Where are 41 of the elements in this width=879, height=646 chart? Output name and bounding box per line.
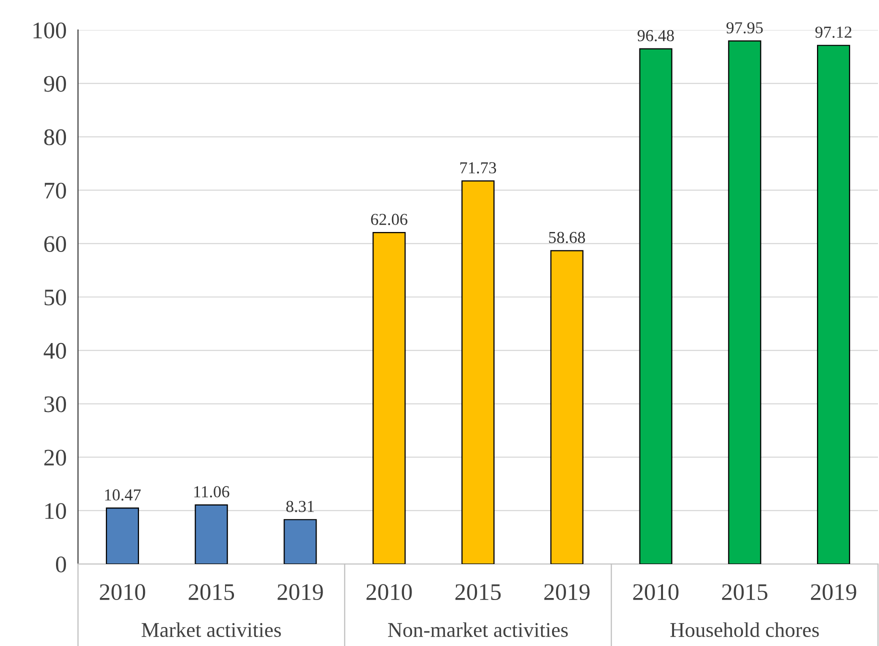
y-tick-label: 80 <box>44 129 66 146</box>
x-tick-label: 2015 <box>722 584 768 600</box>
x-tick-label: 2019 <box>278 584 323 600</box>
data-label: 10.47 <box>105 489 141 501</box>
y-tick-label: 90 <box>44 76 66 92</box>
x-tick-label: 2010 <box>633 584 678 600</box>
data-label: 97.12 <box>815 26 852 38</box>
data-label: 11.06 <box>194 486 230 498</box>
bar <box>728 40 762 564</box>
x-tick-label: 2015 <box>188 584 234 600</box>
x-tick-label: 2015 <box>455 584 501 600</box>
bar <box>372 232 406 564</box>
text: Household chores <box>670 622 819 638</box>
y-tick-label: 70 <box>44 182 66 199</box>
y-tick-label: 100 <box>34 22 66 38</box>
data-label: 8.31 <box>286 500 314 512</box>
bar <box>817 44 850 564</box>
y-tick-label: 0 <box>56 556 66 572</box>
bar <box>194 504 228 564</box>
x-tick-label: 2019 <box>810 584 856 600</box>
data-label: 96.48 <box>638 30 674 42</box>
bar <box>461 180 495 564</box>
data-label: 97.95 <box>726 22 763 34</box>
y-tick-label: 20 <box>44 450 66 466</box>
bar <box>639 48 672 564</box>
y-tick-label: 30 <box>44 396 66 412</box>
x-tick-label: 2019 <box>544 584 590 600</box>
bar <box>106 508 139 564</box>
bar <box>550 250 584 564</box>
x-tick-label: 2010 <box>366 584 412 600</box>
data-label: 58.68 <box>549 232 586 244</box>
y-tick-label: 50 <box>44 289 66 306</box>
text: Non-market activities <box>388 622 568 638</box>
text: Market activities <box>142 622 281 638</box>
data-label: 62.06 <box>371 214 408 226</box>
bar <box>284 519 317 564</box>
y-tick-label: 40 <box>44 342 66 359</box>
y-tick-label: 10 <box>45 503 66 520</box>
x-tick-label: 2010 <box>100 584 146 600</box>
y-tick-label: 60 <box>44 236 66 252</box>
data-label: 71.73 <box>460 162 496 174</box>
